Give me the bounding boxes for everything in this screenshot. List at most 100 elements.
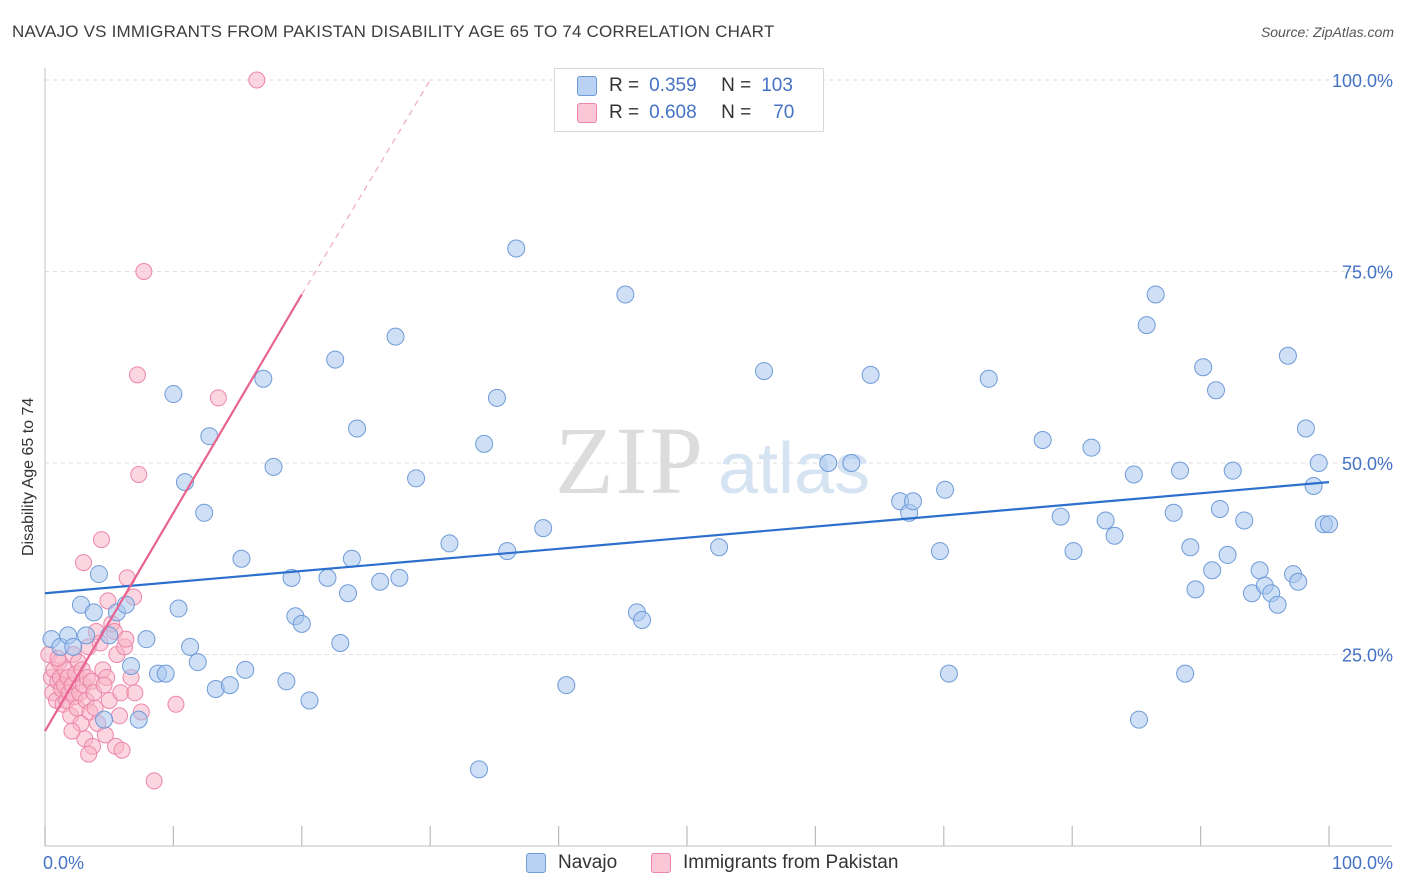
navajo-point [1304,476,1323,495]
navajo-point [348,419,367,438]
pakistan-point [128,366,146,384]
legend-row-navajo: R = 0.359 N = 103 [577,74,793,98]
y-tick-label: 50.0% [1342,454,1393,474]
navajo-point [326,350,345,369]
pakistan-point [135,263,153,280]
navajo-point [557,676,576,695]
bottom-legend-label-navajo: Navajo [558,852,618,873]
navajo-point [188,653,207,672]
navajo-point [936,480,955,499]
navajo-point [1186,580,1205,599]
navajo-point [1124,465,1143,484]
tick-labels: 25.0% 50.0% 75.0% 100.0% 0.0% 100.0% [43,71,1393,873]
pakistan-point [92,531,110,549]
navajo-point [169,599,188,618]
navajo-point [1278,346,1297,365]
navajo-point [292,614,311,633]
source-label: Source: ZipAtlas.com [1260,24,1394,40]
trendlines [44,79,1330,732]
legend-swatch-pakistan [577,103,597,123]
navajo-point [236,660,255,679]
navajo-point [1096,511,1115,530]
navajo-point [616,285,635,304]
legend-r-label: R = [609,102,640,123]
bottom-legend-navajo: Navajo [526,852,617,874]
navajo-point [339,584,358,603]
navajo-point [475,434,494,453]
navajo-point [487,388,506,407]
navajo-point [440,534,459,553]
pakistan-trendline [44,293,303,732]
navajo-point [903,492,922,511]
y-tick-label: 25.0% [1342,646,1393,666]
navajo-point [469,760,488,779]
navajo-point [842,454,861,472]
navajo-point [100,626,119,645]
navajo-point [861,365,880,384]
legend-r-value: 0.608 [649,102,697,123]
navajo-point [1203,561,1222,580]
pakistan-point [209,389,227,407]
legend-r-label: R = [609,75,640,96]
navajo-point [342,549,361,568]
navajo-point [498,542,517,561]
legend-swatch-navajo [577,76,597,96]
pakistan-point [75,554,93,572]
navajo-point [407,469,426,488]
grid [45,79,1392,655]
pakistan-point [145,772,163,790]
legend-r-value: 0.359 [649,75,697,96]
navajo-points [42,239,1338,779]
pakistan-trendline-extension [301,79,431,295]
navajo-point [64,637,83,656]
pakistan-point [80,745,98,763]
navajo-point [1082,438,1101,457]
navajo-point [277,672,296,691]
legend-n-label: N = [721,75,752,96]
navajo-trendline [44,481,1330,595]
navajo-point [1194,358,1213,377]
navajo-point [181,637,200,656]
navajo-point [1033,431,1052,450]
navajo-point [220,676,239,695]
pakistan-point [167,695,185,713]
navajo-point [710,538,729,557]
navajo-point [137,630,156,649]
axes [44,68,1392,847]
navajo-point [195,503,214,522]
pakistan-point [130,465,148,483]
navajo-point [156,664,175,683]
navajo-point [1181,538,1200,557]
pakistan-point [112,684,130,702]
navajo-point [1105,526,1124,545]
navajo-point [1064,542,1083,561]
y-tick-label: 100.0% [1332,71,1393,91]
navajo-point [95,710,114,729]
navajo-point [89,565,108,584]
navajo-point [232,549,251,568]
navajo-point [254,369,273,388]
navajo-point [633,611,652,630]
navajo-point [1137,316,1156,335]
navajo-point [534,519,553,538]
bottom-legend-pakistan: Immigrants from Pakistan [651,852,898,874]
navajo-point [939,664,958,683]
navajo-point [1309,454,1328,472]
navajo-point [1164,503,1183,522]
legend-row-pakistan: R = 0.608 N = 70 [577,101,794,125]
bottom-legend-swatch-navajo [526,853,546,873]
navajo-point [129,710,148,729]
navajo-point [1289,572,1308,591]
legend-n-label: N = [721,102,752,123]
navajo-point [386,327,405,346]
y-tick-label: 75.0% [1342,263,1393,283]
navajo-point [1296,419,1315,438]
x-tick-label: 100.0% [1332,853,1393,873]
pakistan-point [113,741,131,759]
navajo-point [1207,381,1226,400]
navajo-point [1268,595,1287,614]
legend-n-value: 70 [773,102,795,123]
navajo-point [755,362,774,381]
navajo-point [1210,499,1229,518]
navajo-point [1129,710,1148,729]
